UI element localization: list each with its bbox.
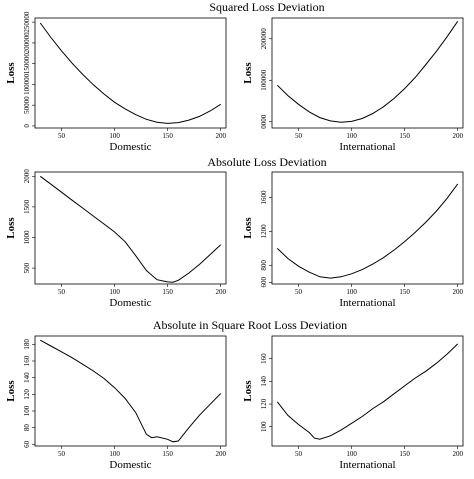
loss-curve — [276, 21, 459, 123]
x-tick-label: 50 — [58, 288, 66, 296]
y-axis-label: Loss — [5, 380, 17, 402]
x-tick-label: 100 — [109, 132, 120, 140]
y-tick-label: 200000 — [23, 32, 31, 54]
x-tick-label: 150 — [399, 288, 410, 296]
x-tick-label: 50 — [58, 132, 66, 140]
y-tick-label: 1600 — [260, 190, 268, 205]
x-tick-label: 200 — [215, 288, 226, 296]
x-axis-label: International — [339, 459, 395, 471]
x-axis-label: Domestic — [109, 141, 151, 153]
x-tick-label: 150 — [162, 132, 173, 140]
y-tick-label: 1500 — [23, 199, 31, 214]
y-tick-label: 800 — [260, 260, 268, 271]
x-tick-label: 150 — [162, 288, 173, 296]
x-tick-label: 50 — [295, 132, 303, 140]
y-tick-label: 600 — [260, 277, 268, 288]
x-tick-label: 200 — [215, 450, 226, 458]
y-tick-label: 0000 — [260, 114, 268, 129]
x-tick-label: 50 — [58, 450, 66, 458]
y-tick-label: 80 — [23, 424, 31, 432]
y-axis-label: Loss — [5, 62, 17, 84]
y-axis-label: Loss — [242, 380, 254, 402]
loss-curve — [276, 343, 459, 440]
y-tick-label: 100 — [23, 405, 31, 416]
y-tick-label: 140 — [260, 376, 268, 387]
y-tick-label: 250000 — [23, 11, 31, 33]
x-tick-label: 100 — [346, 450, 357, 458]
y-axis-label: Loss — [242, 217, 254, 239]
loss-curve — [40, 339, 222, 443]
y-tick-label: 100000 — [23, 73, 31, 95]
y-tick-label: 120 — [260, 398, 268, 409]
panel-4: 50 100 150 200 60 80 100 120 140 160 180 Domestic Lo… — [5, 335, 227, 471]
plot-frame — [34, 17, 227, 129]
row-title-squared: Squared Loss Deviation — [209, 0, 324, 14]
x-tick-label: 150 — [399, 132, 410, 140]
x-tick-label: 200 — [452, 288, 463, 296]
panel-2: 50 100 150 200 500 1000 1500 2000 Domestic Loss — [5, 169, 226, 309]
y-tick-label: 100000 — [260, 69, 268, 91]
y-tick-label: 0 — [23, 124, 31, 128]
panel-0: 50 100 150 200 0 5000010000015000020000025000… — [5, 11, 226, 153]
x-tick-label: 100 — [346, 288, 357, 296]
y-tick-label: 60 — [23, 440, 31, 448]
x-tick-label: 200 — [452, 450, 463, 458]
y-tick-label: 2000 — [23, 169, 31, 184]
plot-frame — [271, 17, 464, 129]
plot-frame — [34, 171, 227, 285]
x-axis-label: International — [339, 141, 395, 153]
x-tick-label: 100 — [346, 132, 357, 140]
y-tick-label: 150000 — [23, 53, 31, 75]
y-tick-label: 160 — [23, 355, 31, 366]
plot-frame — [271, 335, 464, 447]
panel-3: 50 100 150 200 600 800 1200 1600 International Lo… — [242, 171, 464, 309]
x-tick-label: 100 — [109, 288, 120, 296]
panel-5: 50 100 150 200 100 120 140 160 International Loss — [242, 335, 464, 471]
y-axis-label: Loss — [242, 62, 254, 84]
plot-frame — [271, 171, 464, 285]
y-tick-label: 140 — [23, 372, 31, 383]
row-title-absolute: Absolute Loss Deviation — [207, 155, 326, 169]
x-tick-label: 150 — [162, 450, 173, 458]
x-axis-label: Domestic — [109, 459, 151, 471]
x-tick-label: 100 — [109, 450, 120, 458]
x-axis-label: International — [339, 297, 395, 309]
x-tick-label: 200 — [452, 132, 463, 140]
panel-1: 50 100 150 200 0000 100000 200000 International… — [242, 17, 464, 153]
row-title-sqrt: Absolute in Square Root Loss Deviation — [153, 318, 347, 332]
x-tick-label: 50 — [295, 288, 303, 296]
y-tick-label: 500 — [23, 262, 31, 273]
plot-frame — [34, 335, 227, 447]
y-tick-label: 160 — [260, 353, 268, 364]
y-tick-label: 200000 — [260, 28, 268, 50]
y-tick-label: 1000 — [23, 230, 31, 245]
x-tick-label: 50 — [295, 450, 303, 458]
x-tick-label: 200 — [215, 132, 226, 140]
y-tick-label: 100 — [260, 421, 268, 432]
x-axis-label: Domestic — [109, 297, 151, 309]
loss-curve — [276, 183, 459, 279]
x-tick-label: 150 — [399, 450, 410, 458]
loss-curve — [40, 175, 222, 283]
y-tick-label: 180 — [23, 339, 31, 350]
y-tick-label: 50000 — [23, 96, 31, 114]
y-tick-label: 120 — [23, 389, 31, 400]
y-axis-label: Loss — [5, 217, 17, 239]
panels: 50 100 150 20005000010000015000020000025000… — [5, 11, 463, 471]
loss-curve — [39, 22, 221, 124]
y-tick-label: 1200 — [260, 224, 268, 239]
